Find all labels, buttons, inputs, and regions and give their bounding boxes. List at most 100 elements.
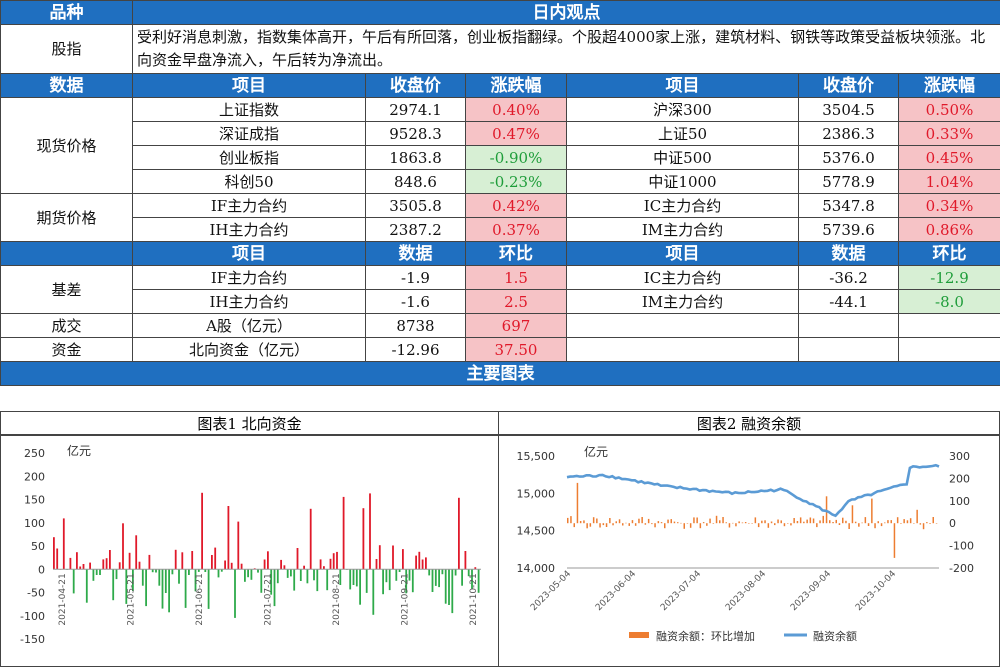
chart1-y-tick: -50 <box>27 587 45 600</box>
chart2-legend-bar-label: 融资余额：环比增加 <box>656 629 755 643</box>
chart2-bar <box>774 523 776 525</box>
spot-change: -0.90% <box>466 146 567 170</box>
chart2-bar <box>836 520 838 523</box>
chart2-bar <box>816 523 818 527</box>
chart2-bar <box>916 510 918 523</box>
chart1-bar <box>89 563 91 570</box>
chart2-bar <box>878 521 880 523</box>
chart1-bar <box>336 552 338 569</box>
futures-price: 3505.8 <box>366 194 466 218</box>
chart1-bar <box>293 569 295 590</box>
chart2-bar <box>583 520 585 523</box>
chart1-bar <box>267 551 269 569</box>
spot-label: 现货价格 <box>1 98 133 194</box>
chart2-bar <box>667 520 669 524</box>
chart2-bar <box>658 521 660 523</box>
chart1-bar <box>274 569 276 606</box>
chart2-bar <box>891 520 893 523</box>
chart2-bar <box>619 519 621 523</box>
basis-value: -44.1 <box>799 290 899 314</box>
chart1-bar <box>168 569 170 612</box>
chart2-bar <box>612 523 614 525</box>
table-row: 成交 A股（亿元） 8738 697 <box>1 314 1000 338</box>
chart2-bar <box>616 521 618 523</box>
chart2-bar <box>574 523 576 527</box>
spot-price: 848.6 <box>366 170 466 194</box>
chart2-y-left-tick: 14,000 <box>517 562 556 575</box>
chart1-y-tick: 250 <box>24 447 45 460</box>
price-header-data: 数据 <box>1 74 133 98</box>
chart2-y-right-tick: 0 <box>949 517 956 530</box>
chart2-bar <box>590 523 592 527</box>
chart2-bar <box>567 518 569 523</box>
chart1-bar <box>445 569 447 603</box>
chart1-x-label: 2021-06-21 <box>195 573 205 625</box>
chart2-bar <box>735 523 737 526</box>
spot-change: 0.45% <box>899 146 1000 170</box>
chart2-bar <box>929 523 931 524</box>
chart1-bar <box>290 569 292 576</box>
chart1-bar <box>458 498 460 569</box>
chart2-bar <box>632 520 634 523</box>
chart2-bar <box>761 521 763 524</box>
chart1-bar <box>228 506 230 569</box>
chart2-legend-bar-swatch <box>629 632 649 638</box>
chart1-bar <box>178 569 180 583</box>
chart2-bar <box>687 523 689 524</box>
chart2-bar <box>793 518 795 523</box>
chart1-bar <box>135 535 137 569</box>
chart2-bar <box>713 523 715 524</box>
chart2-bar <box>606 523 608 527</box>
chart1-bar <box>349 569 351 589</box>
basis-name: IH主力合约 <box>133 290 366 314</box>
summary-label: 股指 <box>1 25 133 74</box>
chart1-bar <box>158 569 160 585</box>
chart2-bar <box>661 522 663 523</box>
chart1-bar <box>188 569 190 575</box>
chart1-bar <box>435 569 437 586</box>
chart2-bar <box>800 517 802 523</box>
spot-price: 5376.0 <box>799 146 899 170</box>
chart1-bar <box>224 561 226 570</box>
chart2-bar <box>784 523 786 526</box>
chart1-bar <box>185 569 187 608</box>
chart2-bar <box>693 517 695 523</box>
chart2-bar <box>654 523 656 527</box>
chart1-bar <box>241 564 243 570</box>
chart1-x-label: 2021-08-21 <box>332 573 342 625</box>
chart2-bar <box>923 523 925 529</box>
chart2-bar <box>716 516 718 523</box>
capital-name: 北向资金（亿元） <box>133 338 366 362</box>
chart1-bar <box>56 549 58 570</box>
futures-change: 0.86% <box>899 218 1000 242</box>
chart2-y-right-tick: -100 <box>949 540 974 553</box>
chart2-bar <box>868 523 870 526</box>
basis-change: 2.5 <box>466 290 567 314</box>
chart1-bar <box>116 569 118 579</box>
chart1-y-tick: 50 <box>31 540 45 553</box>
futures-label: 期货价格 <box>1 194 133 242</box>
chart1-bar <box>310 509 312 569</box>
chart1-bar <box>432 569 434 592</box>
chart1-bar <box>316 569 318 591</box>
basis-header-mom-2: 环比 <box>899 242 1000 266</box>
spot-price: 2974.1 <box>366 98 466 122</box>
basis-change: -8.0 <box>899 290 1000 314</box>
empty-cell <box>567 314 799 338</box>
spot-name: 深证成指 <box>133 122 366 146</box>
chart1-bar <box>172 569 174 574</box>
table-row: 资金 北向资金（亿元） -12.96 37.50 <box>1 338 1000 362</box>
chart1-bar <box>389 569 391 590</box>
basis-header-data-2: 数据 <box>799 242 899 266</box>
chart2-bar <box>894 523 896 558</box>
table-row: 期货价格 IF主力合约 3505.8 0.42% IC主力合约 5347.8 0… <box>1 194 1000 218</box>
chart2-bar <box>913 523 915 524</box>
spot-name: 中证1000 <box>567 170 799 194</box>
chart1-bar <box>231 563 233 570</box>
spot-price: 9528.3 <box>366 122 466 146</box>
chart2-y-left-tick: 15,500 <box>517 450 556 463</box>
chart1-y-tick: -150 <box>20 633 45 646</box>
chart2-x-label: 2023-07-04 <box>659 569 703 613</box>
